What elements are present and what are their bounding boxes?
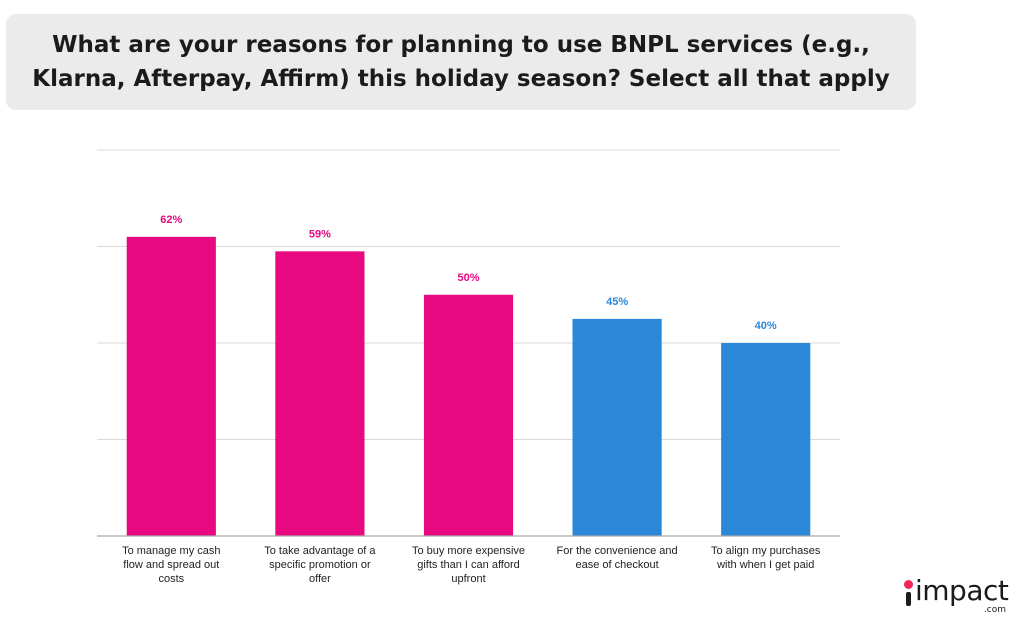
x-tick-label: To buy more expensive gifts than I can af…: [412, 545, 525, 585]
bar: [572, 318, 662, 536]
data-label: 45%: [606, 296, 628, 308]
data-label: 50%: [457, 272, 479, 284]
data-label: 59%: [309, 228, 331, 240]
logo-dot-icon: [904, 580, 913, 589]
bar: [721, 343, 811, 536]
x-tick-label: To take advantage of a specific promotion…: [264, 545, 376, 585]
data-label: 40%: [755, 320, 777, 332]
bar: [126, 236, 216, 536]
chart-title: What are your reasons for planning to us…: [32, 32, 890, 92]
title-banner: What are your reasons for planning to us…: [6, 14, 916, 110]
logo-bar-icon: [906, 592, 911, 606]
x-tick-label: For the convenience and ease of checkout: [557, 545, 678, 571]
bar: [423, 294, 514, 536]
bar: [275, 251, 365, 536]
logo-wordmark: impact: [915, 574, 1009, 607]
impact-logo: impact .com: [904, 574, 1014, 618]
x-tick-label: To align my purchases with when I get pai…: [711, 545, 821, 571]
x-tick-label: To manage my cash flow and spread out cost…: [122, 545, 220, 585]
data-label: 62%: [160, 214, 182, 226]
logo-tld: .com: [983, 605, 1006, 615]
